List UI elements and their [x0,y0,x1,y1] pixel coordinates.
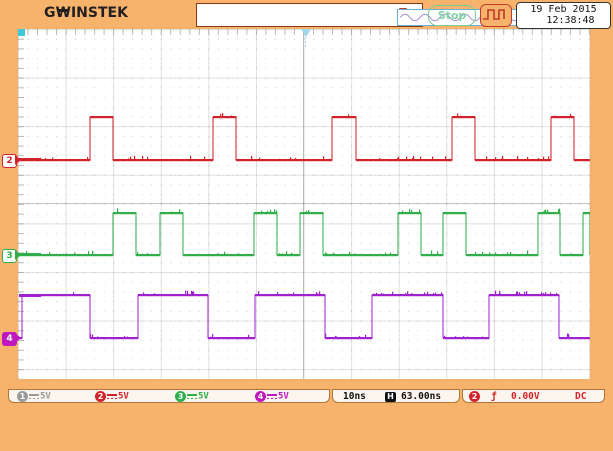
grid-minor-dots [18,29,590,379]
channel-info-2[interactable]: 2 5V [95,391,129,402]
waveform-display-area[interactable]: F <2Hz [18,29,590,379]
dc-coupling-icon-4 [266,391,278,402]
trace-CH4 [18,294,590,339]
trace-edges-CH3 [112,213,590,255]
dc-coupling-icon-1 [28,391,40,402]
channel-info-1[interactable]: 1 5V [17,391,51,402]
channel-badge-1: 1 [17,391,28,402]
date-text: 19 Feb 2015 [530,4,597,15]
trigger-level: 0.00V [511,391,540,402]
channel-badge-4: 4 [255,391,266,402]
channel-scale-4: 5V [278,391,289,402]
pulse-trigger-icon[interactable] [480,4,512,27]
grid-center-horizontal [18,203,590,204]
bottom-menu-bar: 4 Coupling DC AC GND Impedance 1MΩ Inver… [0,404,613,451]
channel-2-ground-level [19,158,41,161]
channel-badge-3: 3 [175,391,186,402]
waveform-traces [18,112,590,340]
origin-marker-icon [18,29,25,36]
dc-coupling-icon-3 [186,391,198,402]
trigger-source-badge: 2 [469,391,480,402]
rising-edge-icon: ƒ [491,391,497,402]
grid-left-ticks [18,29,24,379]
brand-logo: GWINSTEK [44,5,128,21]
trace-CH3 [18,212,590,256]
run-stop-button[interactable]: Stop [428,5,476,26]
trace-noise-CH2 [18,112,590,162]
trace-CH2 [18,116,590,161]
channel-marker-2-arrow-icon [15,155,21,165]
timebase-segment[interactable]: 10ns H 63.00ns [332,389,460,403]
trigger-position-line [305,29,306,47]
channel-info-4[interactable]: 4 5V [255,391,289,402]
channel-marker-3-arrow-icon [15,250,21,260]
channel-badge-2: 2 [95,391,106,402]
h-position-icon: H [385,391,396,402]
trace-noise-CH4 [18,290,590,340]
trigger-segment[interactable]: 2 ƒ 0.00V DC [462,389,605,403]
channel-scale-3: 5V [198,391,209,402]
trace-edges-CH2 [89,117,575,160]
dc-coupling-icon-2 [106,391,118,402]
channel-settings-segment: 1 5V 2 5V 3 5V 4 5V [8,389,330,403]
grid-center-vertical [303,29,304,379]
bottom-status-bar: 1 5V 2 5V 3 5V 4 5V 10ns H 63.00ns 2 ƒ 0.00V DC [0,389,613,403]
time-text: 12:38:48 [546,15,595,26]
trigger-position-marker-icon[interactable] [301,29,311,37]
channel-4-ground-level [19,294,41,297]
channel-marker-4-arrow-icon [15,333,21,343]
channel-scale-1: 5V [40,391,51,402]
timebase-position: 63.00ns [401,391,442,402]
top-status-bar: GWINSTEK Stop 19 Feb 2015 12:38:48 [0,0,613,29]
trigger-coupling: DC [575,391,587,402]
date-time-display: 19 Feb 2015 12:38:48 [516,2,611,29]
trace-noise-CH3 [18,208,590,257]
trace-edges-CH4 [21,295,560,338]
timebase-scale: 10ns [343,391,366,402]
channel-3-ground-level [19,253,41,256]
channel-scale-2: 5V [118,391,129,402]
grid-major-lines [18,29,590,379]
channel-info-3[interactable]: 3 5V [175,391,209,402]
waveform-preview-frame[interactable] [196,3,582,27]
